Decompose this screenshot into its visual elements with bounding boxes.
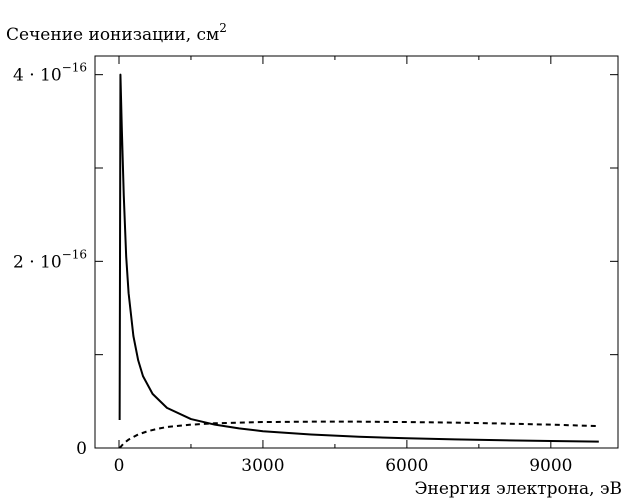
y-tick-label: 4 · 10−16 [13,61,87,86]
y-axis-title-superscript: 2 [219,21,227,35]
x-axis-title: Энергия электрона, эВ [415,479,622,499]
plot-frame [94,55,619,449]
series [118,73,599,449]
solid-series-line [118,73,599,443]
y-tick-label-base: 0 [76,439,87,459]
y-tick-label-exponent: −16 [62,61,87,75]
labels: Сечение ионизации, см2 Энергия электрона… [6,21,622,499]
x-tick-label: 9000 [529,456,572,476]
y-tick-label: 2 · 10−16 [13,247,87,272]
x-tick-label: 6000 [385,456,428,476]
dashed-series-line [118,420,599,449]
y-tick-label: 0 [76,439,87,459]
y-axis-title-text: Сечение ионизации, см [6,25,219,45]
x-tick-label: 3000 [241,456,284,476]
y-axis-title: Сечение ионизации, см2 [6,21,227,45]
y-tick-label-exponent: −16 [62,247,87,261]
y-tick-label-base: 4 · 10 [13,66,62,86]
y-tick-label-base: 2 · 10 [13,252,62,272]
x-tick-label: 0 [114,456,125,476]
axes [94,55,619,449]
